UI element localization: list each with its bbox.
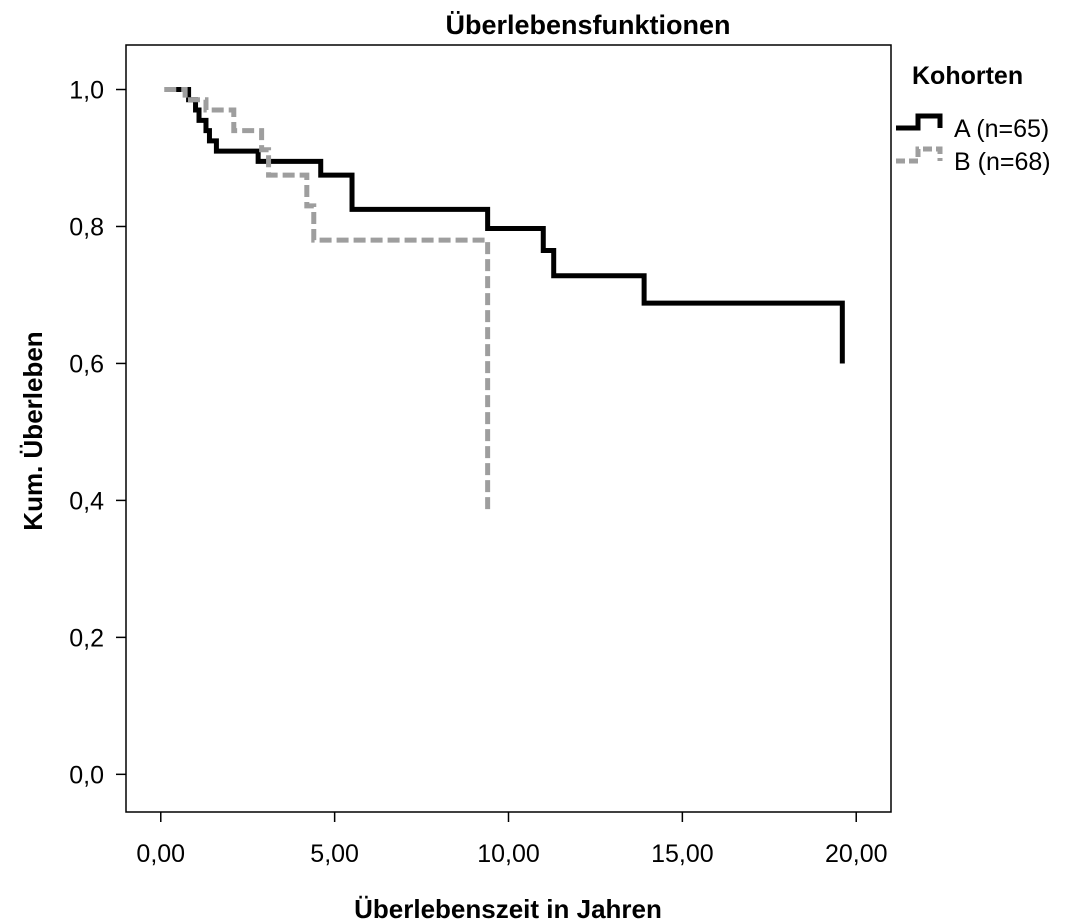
plot-frame xyxy=(125,44,892,813)
legend-label-a: A (n=65) xyxy=(954,115,1049,143)
series-line-b xyxy=(164,87,491,514)
x-axis: 0,00 5,00 10,00 15,00 20,00 xyxy=(136,812,888,868)
legend-label-b: B (n=68) xyxy=(954,148,1051,176)
legend-title: Kohorten xyxy=(912,62,1023,90)
chart-title: Überlebensfunktionen xyxy=(445,10,730,40)
y-axis: 0,0 0,2 0,4 0,6 0,8 1,0 xyxy=(69,77,126,789)
x-tick-label: 0,00 xyxy=(136,840,185,868)
x-tick-label: 5,00 xyxy=(310,840,359,868)
series-line-a xyxy=(171,87,845,364)
y-tick-label: 0,6 xyxy=(69,350,104,378)
x-tick-label: 15,00 xyxy=(651,840,714,868)
y-tick-label: 1,0 xyxy=(69,77,104,105)
y-axis-label: Kum. Überleben xyxy=(18,331,48,530)
legend-swatch-a xyxy=(896,113,943,131)
legend: Kohorten A (n=65) B (n=68) xyxy=(896,62,1051,176)
y-tick-label: 0,4 xyxy=(69,487,104,515)
x-axis-label: Überlebenszeit in Jahren xyxy=(354,894,662,924)
x-tick-label: 10,00 xyxy=(477,840,540,868)
legend-swatch-b xyxy=(896,146,943,164)
y-tick-label: 0,0 xyxy=(69,761,104,789)
x-tick-label: 20,00 xyxy=(825,840,888,868)
y-tick-label: 0,8 xyxy=(69,213,104,241)
series-layer xyxy=(164,87,845,514)
y-tick-label: 0,2 xyxy=(69,624,104,652)
